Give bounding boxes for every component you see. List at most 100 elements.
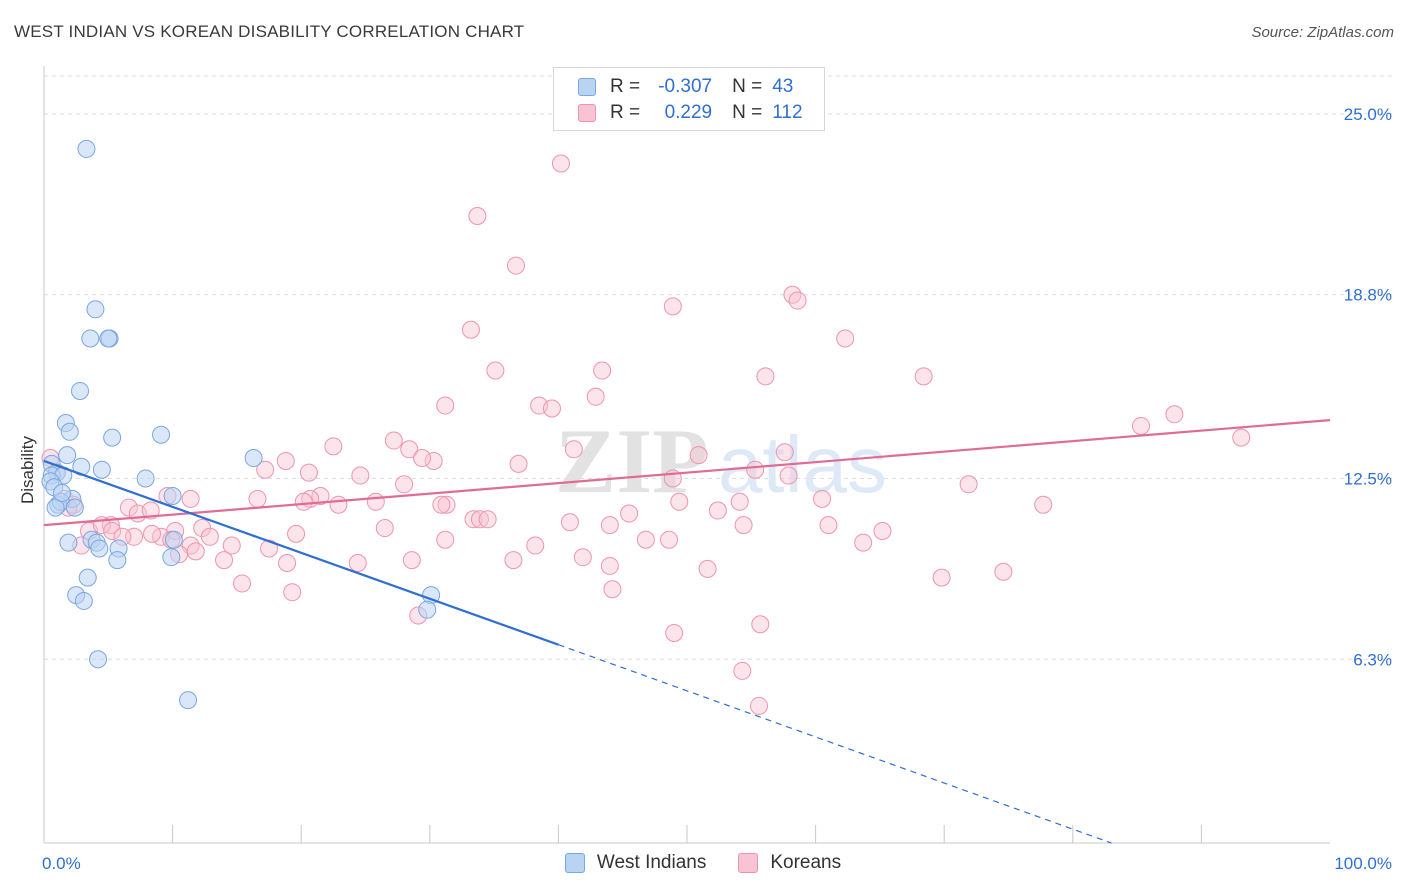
korean-point: [424, 451, 443, 470]
korean-point: [256, 460, 275, 479]
chart-title: WEST INDIAN VS KOREAN DISABILITY CORRELA…: [14, 22, 525, 41]
korean-point: [506, 256, 525, 275]
y-tick-label: 6.3%: [1353, 650, 1392, 669]
trend-lines: [43, 419, 1331, 844]
west-indian-point: [58, 446, 77, 465]
korean-point: [366, 492, 385, 511]
west-indian-point: [103, 428, 122, 447]
korean-point: [294, 492, 313, 511]
korean-point: [119, 498, 138, 517]
korean-point: [486, 361, 505, 380]
chart-source: Source: ZipAtlas.com: [1251, 24, 1394, 41]
korean-point: [783, 285, 802, 304]
korean-point: [836, 329, 855, 348]
axes: [43, 66, 1330, 844]
korean-point: [436, 396, 455, 415]
n-label: N =: [732, 102, 763, 123]
legend-swatch-pink: [578, 104, 596, 122]
west-indian-point: [136, 469, 155, 488]
korean-point: [141, 501, 160, 520]
korean-point: [914, 367, 933, 386]
legend-item-west-indians[interactable]: West Indians: [564, 852, 706, 874]
korean-point: [1165, 405, 1184, 424]
korean-point: [600, 516, 619, 535]
r-label: R =: [610, 102, 641, 123]
korean-point: [278, 554, 297, 573]
korean-point: [324, 437, 343, 456]
korean-point: [504, 551, 523, 570]
korean-point: [283, 583, 302, 602]
legend-label: Koreans: [770, 852, 842, 873]
korean-point: [248, 489, 267, 508]
korean-point: [478, 510, 497, 529]
n-value: 112: [772, 102, 803, 123]
korean-point: [586, 387, 605, 406]
korean-point: [436, 530, 455, 549]
korean-point: [375, 519, 394, 538]
korean-point: [665, 624, 684, 643]
korean-point: [959, 475, 978, 494]
korean-point: [222, 536, 241, 555]
west-indian-point: [152, 425, 171, 444]
korean-point: [200, 527, 219, 546]
korean-point: [746, 460, 765, 479]
x-tick-label: 100.0%: [1334, 854, 1392, 873]
legend-row-west-indians: R = -0.307 N = 43: [578, 75, 810, 99]
korean-point: [233, 574, 252, 593]
west-indian-point: [92, 460, 111, 479]
korean-point: [526, 536, 545, 555]
korean-point: [698, 559, 717, 578]
west-indian-point: [71, 381, 90, 400]
n-label: N =: [732, 76, 763, 97]
korean-point: [509, 454, 528, 473]
west-indian-point: [418, 600, 437, 619]
west-indian-point: [164, 530, 183, 549]
west-indian-point: [65, 498, 84, 517]
west-indian-point: [179, 691, 198, 710]
y-tick-label: 25.0%: [1344, 105, 1392, 124]
legend-item-koreans[interactable]: Koreans: [738, 852, 841, 874]
r-label: R =: [610, 76, 641, 97]
korean-point: [663, 297, 682, 316]
korean-point: [432, 495, 451, 514]
legend-swatch-pink: [738, 853, 759, 873]
korean-point: [329, 495, 348, 514]
korean-point: [819, 516, 838, 535]
y-axis-label: Disability: [18, 435, 37, 504]
korean-point: [1131, 416, 1150, 435]
korean-point: [659, 530, 678, 549]
korean-point: [854, 533, 873, 552]
correlation-legend: R = -0.307 N = 43 R = 0.229 N = 112: [553, 67, 825, 131]
korean-point: [186, 542, 205, 561]
west-indian-point: [99, 329, 118, 348]
korean-point: [751, 615, 770, 634]
korean-point: [461, 320, 480, 339]
y-tick-label: 18.8%: [1344, 286, 1392, 305]
korean-point: [351, 466, 370, 485]
west-indian-point: [244, 449, 263, 468]
korean-point: [750, 696, 769, 715]
west-indian-point: [86, 300, 105, 319]
korean-point: [395, 475, 414, 494]
legend-row-koreans: R = 0.229 N = 112: [578, 101, 810, 125]
korean-point: [779, 466, 798, 485]
west-indians-trend-line: [43, 459, 559, 646]
korean-point: [464, 510, 483, 529]
korean-point: [103, 521, 122, 540]
korean-point: [1232, 428, 1251, 447]
korean-point: [573, 548, 592, 567]
korean-point: [873, 521, 892, 540]
korean-point: [400, 440, 419, 459]
west-indian-point: [74, 591, 93, 610]
west-indians-trend-extension: [558, 644, 1112, 844]
korean-point: [470, 510, 489, 529]
tick-labels: 6.3% 12.5% 18.8% 25.0% 0.0% 100.0%: [42, 105, 1392, 873]
x-tick-label: 0.0%: [42, 854, 81, 873]
west-indian-point: [90, 539, 109, 558]
west-indian-point: [78, 568, 97, 587]
korean-point: [348, 554, 367, 573]
korean-point: [287, 524, 306, 543]
korean-point: [734, 516, 753, 535]
korean-point: [143, 524, 162, 543]
watermark: ZIP atlas: [555, 410, 887, 512]
